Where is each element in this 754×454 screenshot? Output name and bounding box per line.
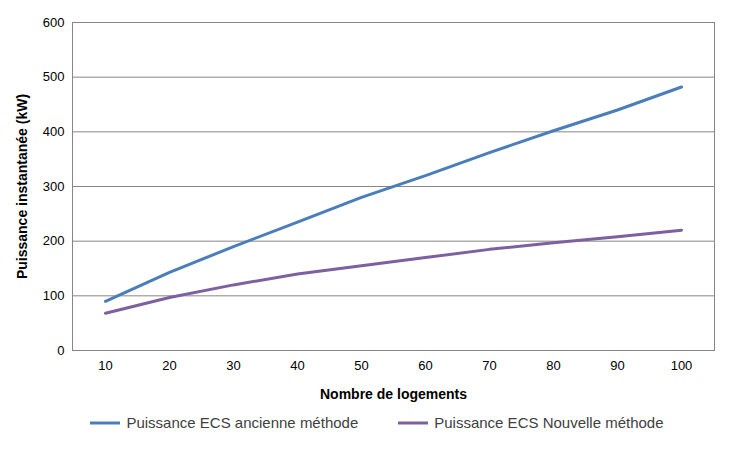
svg-text:10: 10 [98,358,112,373]
svg-text:80: 80 [546,358,560,373]
svg-text:100: 100 [671,358,693,373]
html-text:Puissance ECS Nouvelle méthode: Puissance ECS Nouvelle méthode [434,414,664,431]
svg-text:20: 20 [162,358,176,373]
svg-text:Puissance instantanée (kW): Puissance instantanée (kW) [14,94,30,279]
svg-text:300: 300 [43,179,65,194]
svg-text:500: 500 [43,69,65,84]
svg-text:Nombre de logements: Nombre de logements [320,386,467,402]
svg-text:600: 600 [43,15,65,30]
svg-text:40: 40 [290,358,304,373]
svg-text:70: 70 [482,358,496,373]
svg-text:90: 90 [610,358,624,373]
svg-text:60: 60 [418,358,432,373]
html-text:Puissance ECS ancienne méthode: Puissance ECS ancienne méthode [126,414,359,431]
svg-text:30: 30 [226,358,240,373]
svg-text:100: 100 [43,288,65,303]
svg-text:50: 50 [354,358,368,373]
svg-text:0: 0 [57,343,64,358]
svg-text:200: 200 [43,233,65,248]
svg-text:400: 400 [43,124,65,139]
